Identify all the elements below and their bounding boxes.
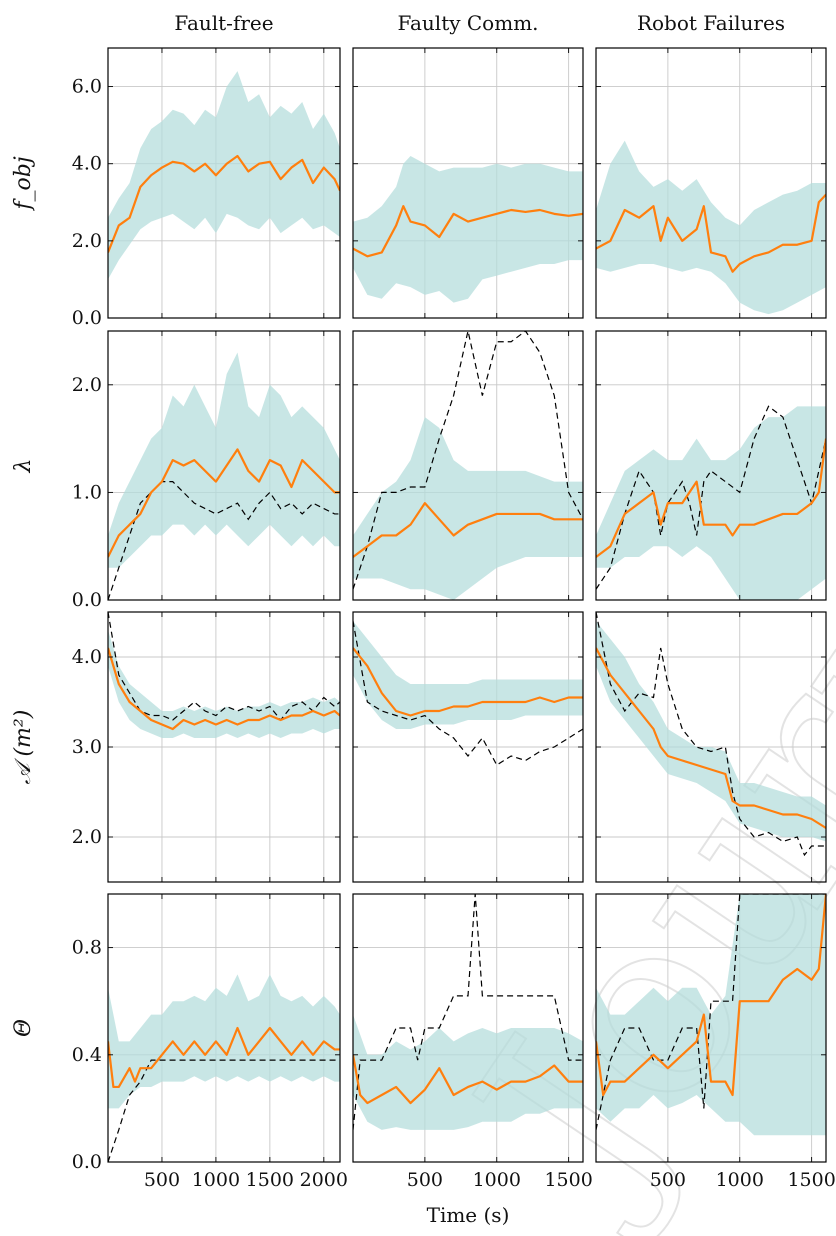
x-tick-label: 500: [144, 1169, 180, 1191]
panel: [595, 611, 827, 883]
range-band: [353, 417, 583, 600]
range-band: [353, 156, 583, 303]
panel: [352, 47, 584, 319]
y-tick-label: 2.0: [72, 230, 102, 252]
panel-frame: [595, 893, 827, 1163]
reference-dashed-line: [108, 612, 340, 721]
panel-frame: [107, 330, 341, 601]
panel: 500 1000 1500: [595, 893, 836, 1191]
panel-frame: [595, 47, 827, 319]
panel: 500 1000 1500: [352, 893, 593, 1191]
x-tick-label: 1000: [716, 1169, 764, 1191]
x-tick-label: 1000: [192, 1169, 240, 1191]
y-tick-label: 4.0: [72, 646, 102, 668]
panel-plot-area: [596, 612, 826, 882]
panel: [352, 330, 584, 601]
row-axis-label: 𝒜 (m²): [11, 710, 36, 785]
y-tick-label: 6.0: [72, 76, 102, 98]
row-axis-label: f_obj: [11, 156, 36, 211]
mean-line: [596, 438, 826, 558]
panel-plot-area: [108, 894, 340, 1162]
panel-plot-area: [353, 612, 583, 882]
panel-plot-area: [596, 48, 826, 318]
reference-dashed-line: [596, 405, 826, 590]
y-tick-label: 3.0: [72, 736, 102, 758]
range-band: [353, 1014, 583, 1130]
y-tick-label: 0.8: [72, 937, 102, 959]
x-tick-label: 1500: [544, 1169, 592, 1191]
reference-dashed-line: [353, 894, 583, 1130]
column-title: Faulty Comm.: [397, 11, 538, 35]
x-tick-label: 500: [407, 1169, 443, 1191]
mean-line: [596, 894, 826, 1097]
range-band: [596, 621, 826, 842]
panel: [595, 330, 827, 601]
mean-line: [596, 193, 826, 273]
range-band: [596, 140, 826, 315]
y-tick-label: 2.0: [72, 374, 102, 396]
range-band: [108, 71, 340, 280]
panel-plot-area: [108, 612, 340, 882]
panel-plot-area: [596, 331, 826, 600]
panel: 0.0 1.0 2.0: [72, 330, 341, 611]
panel: 0.0 0.4 0.8 500 1000 1500 2000: [72, 893, 348, 1191]
panel-plot-area: [596, 894, 826, 1162]
mean-line: [353, 502, 583, 558]
x-tick-label: 1500: [787, 1169, 835, 1191]
reference-dashed-line: [353, 331, 583, 590]
mean-line: [108, 154, 340, 253]
panel-frame: [107, 47, 341, 319]
mean-line: [108, 448, 340, 558]
x-tick-label: 1000: [473, 1169, 521, 1191]
panel-plot-area: [108, 331, 340, 600]
panel-frame: [352, 47, 584, 319]
y-tick-label: 0.0: [72, 1151, 102, 1173]
panel-plot-area: [353, 331, 583, 600]
x-axis-label: Time (s): [427, 1203, 510, 1227]
x-tick-label: 2000: [300, 1169, 348, 1191]
column-title: Fault-free: [174, 11, 273, 35]
panel-grid: Fault-free Faulty Comm. Robot Failures f_ob…: [11, 11, 836, 1191]
y-tick-label: 4.0: [72, 153, 102, 175]
y-tick-label: 0.4: [72, 1044, 102, 1066]
x-tick-label: 1500: [246, 1169, 294, 1191]
reference-dashed-line: [108, 481, 340, 600]
row-axis-label: λ: [11, 459, 36, 474]
mean-line: [353, 647, 583, 717]
panel-frame: [352, 330, 584, 601]
reference-dashed-line: [596, 894, 826, 1130]
panel: [352, 611, 584, 883]
reference-dashed-line: [596, 612, 826, 857]
y-tick-label: 0.0: [72, 307, 102, 329]
panel-frame: [595, 330, 827, 601]
panel: 0.0 2.0 4.0 6.0: [72, 47, 341, 329]
reference-dashed-line: [353, 620, 583, 766]
panel: 2.0 3.0 4.0: [72, 611, 341, 883]
range-band: [108, 974, 340, 1109]
x-tick-label: 500: [650, 1169, 686, 1191]
panel-frame: [107, 893, 341, 1163]
row-axis-label: Θ: [11, 1019, 36, 1037]
reference-dashed-line: [108, 1059, 340, 1162]
range-band: [596, 894, 826, 1136]
y-tick-label: 2.0: [72, 826, 102, 848]
y-tick-label: 1.0: [72, 481, 102, 503]
panel-plot-area: [353, 48, 583, 318]
range-band: [108, 630, 340, 738]
mean-line: [108, 1026, 340, 1089]
column-title: Robot Failures: [637, 11, 785, 35]
range-band: [108, 352, 340, 568]
panel-frame: [352, 893, 584, 1163]
mean-line: [353, 1054, 583, 1105]
mean-line: [108, 647, 340, 731]
mean-line: [353, 205, 583, 258]
panel-plot-area: [353, 894, 583, 1162]
panel-plot-area: [108, 48, 340, 318]
panel: [595, 47, 827, 319]
y-tick-label: 0.0: [72, 589, 102, 611]
mean-line: [596, 647, 826, 829]
range-band: [596, 406, 826, 600]
